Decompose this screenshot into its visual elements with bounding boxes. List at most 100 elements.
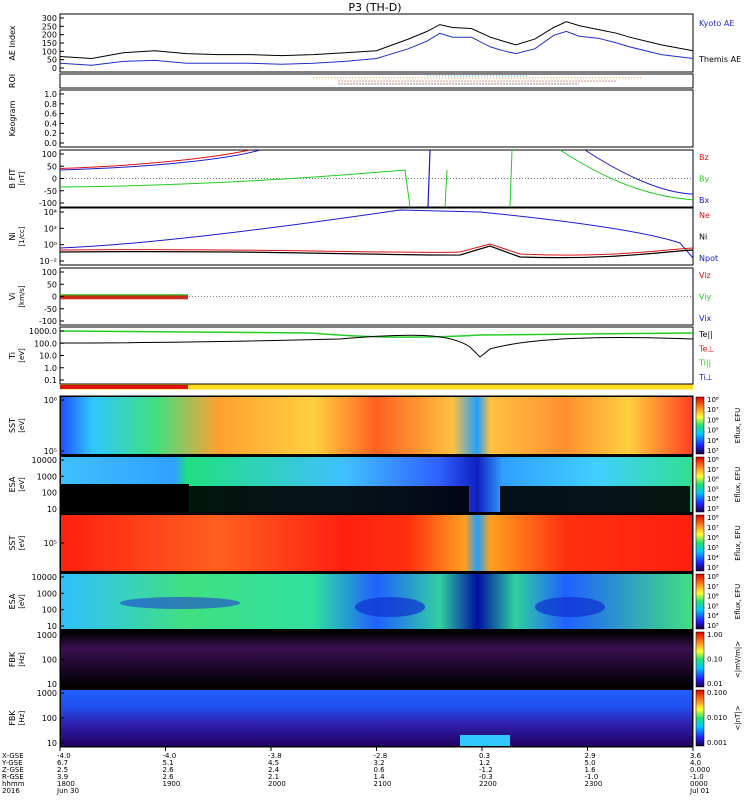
ephemeris-value: 4.5 bbox=[268, 759, 279, 767]
y-axis-unit-text: [km/s] bbox=[18, 285, 26, 308]
ephemeris-value: Jun 30 bbox=[56, 787, 79, 795]
y-axis-unit-text: [eV] bbox=[18, 418, 26, 433]
y-axis-label: Ni [1/cc] bbox=[8, 226, 26, 246]
colorbar-tick: 10⁴ bbox=[707, 612, 719, 620]
colorbar-tick: 10⁵ bbox=[707, 544, 719, 552]
y-axis-label: ROI bbox=[8, 74, 17, 88]
ephemeris-value: 1900 bbox=[163, 780, 181, 788]
y-tick-labels: 3002502001501005001.00.80.60.40.20.01005… bbox=[29, 14, 64, 748]
colorbar-tick: 10⁷ bbox=[707, 583, 719, 591]
ephemeris-value: 2100 bbox=[374, 780, 392, 788]
ephemeris-value: 1.6 bbox=[585, 766, 597, 774]
ti-par-line bbox=[59, 330, 694, 338]
colorbar-tick: 10⁶ bbox=[707, 416, 719, 424]
y-axis-label: B FIT [nT] bbox=[8, 168, 26, 188]
ephemeris-value: 0.000 bbox=[690, 766, 710, 774]
legend-entry: Ni bbox=[699, 233, 707, 242]
y-axis-label-text: Keogram bbox=[8, 100, 17, 136]
colorbar-tick: 1.00 bbox=[707, 631, 723, 639]
ephemeris-value: -1.0 bbox=[585, 773, 599, 781]
by-line bbox=[59, 169, 411, 208]
ephemeris-value: 2.5 bbox=[57, 766, 68, 774]
ephemeris-value: 0000 bbox=[690, 780, 708, 788]
colorbar-tick: 10⁶ bbox=[707, 593, 719, 601]
colorbar-tick: 10⁷ bbox=[707, 524, 719, 532]
y-tick-label: 150 bbox=[42, 39, 57, 48]
bz-line bbox=[59, 149, 251, 170]
y-axis-unit-text: [Hz] bbox=[18, 652, 26, 667]
colorbar-tick: 0.010 bbox=[707, 714, 727, 722]
spectrogram bbox=[61, 397, 692, 454]
ephemeris-value: Jul 01 bbox=[689, 787, 710, 795]
ephemeris-value: 2.6 bbox=[163, 766, 175, 774]
legend-group: Kyoto AE Themis AE Bz By Bx Ne Ni Npot Viz Viy Vix… bbox=[698, 19, 741, 382]
y-tick-label: 0.6 bbox=[44, 110, 57, 119]
y-axis-label: SST [eV] bbox=[8, 418, 26, 433]
y-tick-label: 100 bbox=[42, 606, 57, 615]
y-axis-label: FBK [Hz] bbox=[8, 710, 26, 726]
y-tick-label: 300 bbox=[42, 14, 57, 23]
y-axis-unit-text: [Hz] bbox=[18, 711, 26, 726]
y-tick-label: -50 bbox=[44, 187, 57, 196]
legend-entry: Viy bbox=[699, 293, 712, 302]
y-axis-label: FBK [Hz] bbox=[8, 651, 26, 667]
ae-series-line bbox=[59, 21, 694, 60]
y-axis-label-text: SST bbox=[8, 418, 17, 433]
y-tick-label: 10 bbox=[47, 505, 57, 514]
panel-frame bbox=[59, 73, 694, 89]
legend-entry: Vix bbox=[699, 314, 712, 323]
y-tick-label: 0.0 bbox=[44, 139, 57, 148]
spectrogram bbox=[61, 690, 692, 746]
colorbar-tick: 10⁶ bbox=[707, 476, 719, 484]
y-axis-unit-text: [eV] bbox=[18, 348, 26, 363]
y-tick-label: 10 bbox=[47, 739, 57, 748]
y-axis-label: AE Index bbox=[8, 25, 17, 60]
y-tick-label: 100 bbox=[42, 150, 57, 159]
colorbar-label: Eflux, EFU bbox=[734, 408, 742, 443]
bx-line bbox=[59, 149, 261, 171]
legend-entry: Themis AE bbox=[698, 55, 741, 64]
legend-entry: Te⊥ bbox=[698, 344, 714, 353]
y-axis-label: ESA [eV] bbox=[8, 593, 26, 609]
colorbar-label: Eflux, EFU bbox=[734, 584, 742, 619]
spectrogram-gap bbox=[500, 486, 690, 512]
spectrogram-feature bbox=[535, 597, 605, 617]
ephemeris-value: 1.2 bbox=[479, 759, 490, 767]
colorbar-tick: 10⁵ bbox=[707, 485, 719, 493]
colorbar-label-text: Eflux, EFU bbox=[734, 467, 742, 502]
colorbar-tick: 10⁸ bbox=[707, 573, 719, 581]
y-axis-label-text: SST bbox=[8, 535, 17, 550]
legend-entry: Ne bbox=[699, 211, 710, 220]
colorbar-tick: 10⁸ bbox=[707, 396, 719, 404]
ephemeris-value: 2300 bbox=[585, 780, 603, 788]
y-tick-label: 0.1 bbox=[44, 376, 57, 385]
y-tick-label: 100 bbox=[42, 268, 57, 277]
y-axis-label: ESA [eV] bbox=[8, 476, 26, 492]
ephemeris-value: 5.1 bbox=[163, 759, 174, 767]
colorbar-label-text: <|mV/m|> bbox=[734, 641, 742, 678]
y-tick-label: 0 bbox=[52, 293, 57, 302]
y-axis-label-text: ROI bbox=[8, 74, 17, 88]
colorbar-tick: 10⁸ bbox=[707, 456, 719, 464]
spectrogram-feature bbox=[120, 597, 240, 609]
ephemeris-value: 1800 bbox=[57, 780, 75, 788]
y-tick-label: 1000.0 bbox=[29, 327, 57, 336]
ephemeris-label: Y-GSE bbox=[1, 759, 23, 767]
y-axis-label: Vi [km/s] bbox=[8, 285, 26, 308]
y-tick-label: 10⁶ bbox=[44, 396, 57, 405]
ephemeris-table: X-GSEY-GSEZ-GSER-GSEhhmm2016-4.06.72.53.… bbox=[1, 747, 710, 795]
colorbar bbox=[695, 631, 705, 688]
y-axis-label-text: B FIT bbox=[8, 168, 17, 188]
y-tick-label: 10000 bbox=[32, 456, 57, 465]
ephemeris-label: 2016 bbox=[2, 787, 20, 795]
by-line bbox=[444, 169, 448, 208]
colorbar-tick: 10³ bbox=[707, 505, 719, 513]
ephemeris-value: -0.3 bbox=[479, 773, 493, 781]
y-axis-label-text: Ti bbox=[8, 352, 17, 360]
y-tick-label: 10⁴ bbox=[44, 208, 57, 217]
colorbar-tick: 10⁵ bbox=[707, 602, 719, 610]
y-tick-label: 0.2 bbox=[44, 129, 57, 138]
colorbar-tick: 10⁷ bbox=[707, 406, 719, 414]
ephemeris-value: 3.6 bbox=[690, 752, 702, 760]
